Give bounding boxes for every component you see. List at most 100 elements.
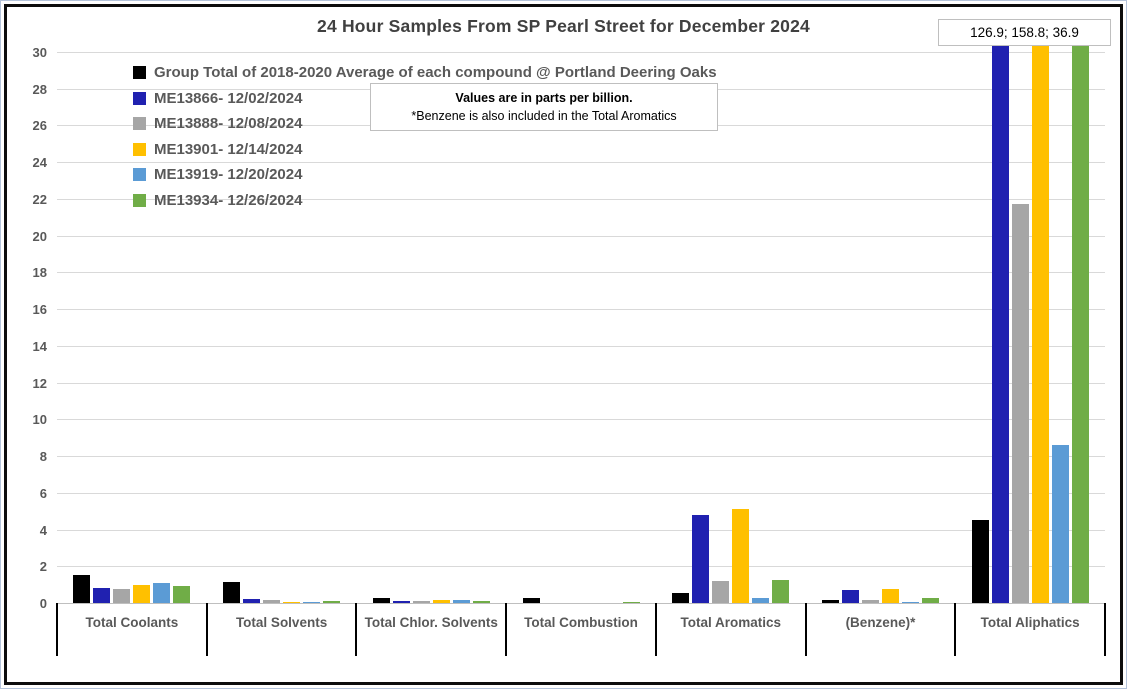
category-group: Total Aliphatics	[955, 46, 1105, 630]
note-units-text: Values are in parts per billion.	[455, 91, 633, 105]
bar	[991, 46, 1009, 603]
bar	[622, 601, 640, 603]
gridline-y4	[57, 529, 1105, 531]
bar	[522, 598, 540, 603]
bar-cluster	[356, 52, 506, 603]
legend-item: ME13901- 12/14/2024	[133, 137, 717, 163]
category-group: Total Combustion	[506, 52, 656, 630]
legend-item: Group Total of 2018-2020 Average of each…	[133, 60, 717, 86]
category-group: Total Aromatics	[656, 52, 806, 630]
category-group: Total Coolants	[57, 52, 207, 630]
legend-swatch	[133, 66, 146, 80]
category-separator-tick	[654, 603, 657, 656]
category-group: Total Chlor. Solvents	[356, 52, 506, 630]
bar	[821, 600, 839, 603]
gridline-y20	[57, 235, 1105, 237]
bar	[472, 601, 490, 603]
category-label: Total Coolants	[85, 615, 179, 630]
y-axis-tick-label: 30	[32, 45, 47, 60]
bar	[1051, 445, 1069, 603]
bar	[223, 581, 241, 603]
gridline-y10	[57, 419, 1105, 421]
legend: Group Total of 2018-2020 Average of each…	[133, 60, 717, 213]
bar	[732, 509, 750, 603]
category-label: (Benzene)*	[845, 615, 916, 630]
legend-swatch	[133, 117, 146, 131]
bar	[772, 580, 790, 603]
gridline-y2	[57, 566, 1105, 568]
gridline-y30	[57, 52, 1105, 53]
y-axis-tick-label: 22	[32, 191, 47, 207]
legend-label: ME13934- 12/26/2024	[154, 191, 303, 209]
category-separator-tick	[954, 603, 957, 656]
category-label: Total Chlor. Solvents	[364, 615, 498, 630]
y-axis-tick-label: 12	[32, 375, 47, 391]
bar	[1071, 46, 1089, 603]
gridline-y22	[57, 198, 1105, 200]
bar	[412, 601, 430, 603]
legend-swatch	[133, 91, 146, 105]
bar	[432, 599, 450, 603]
bar-cluster	[506, 52, 656, 603]
y-axis-tick-label: 0	[39, 596, 47, 611]
y-axis-tick-label: 24	[32, 155, 47, 171]
bar	[283, 601, 301, 603]
chart-title: 24 Hour Samples From SP Pearl Street for…	[317, 16, 810, 36]
bar	[452, 599, 470, 603]
bar	[901, 602, 919, 603]
bar	[692, 514, 710, 603]
bar	[881, 589, 899, 603]
bar	[73, 575, 91, 603]
category-separator-tick	[505, 603, 508, 656]
bar	[173, 585, 191, 603]
legend-label: Group Total of 2018-2020 Average of each…	[154, 64, 717, 82]
gridline-y8	[57, 456, 1105, 458]
legend-swatch	[133, 168, 146, 182]
y-axis-tick-label: 18	[32, 265, 47, 281]
bar	[1011, 204, 1029, 603]
bar	[113, 589, 131, 603]
category-label: Total Aliphatics	[980, 615, 1080, 630]
category-group: (Benzene)*	[806, 52, 956, 630]
legend-label: ME13888- 12/08/2024	[154, 115, 303, 133]
bar-cluster	[656, 52, 806, 603]
gridline-y24	[57, 162, 1105, 164]
bar	[263, 600, 281, 603]
category-group: Total Solvents	[207, 52, 357, 630]
bar	[93, 588, 111, 603]
bar	[841, 590, 859, 603]
gridline-y16	[57, 309, 1105, 311]
y-axis-tick-label: 6	[39, 485, 47, 501]
bar	[672, 592, 690, 603]
bar-cluster	[955, 46, 1105, 603]
gridline-y0	[57, 603, 1105, 604]
legend-swatch	[133, 193, 146, 207]
legend-item: ME13919- 12/20/2024	[133, 162, 717, 188]
bar	[372, 597, 390, 603]
gridline-y14	[57, 345, 1105, 347]
y-axis-tick-label: 10	[32, 412, 47, 428]
bar	[712, 581, 730, 603]
bar	[133, 584, 151, 603]
bar-cluster	[207, 52, 357, 603]
bar	[752, 597, 770, 603]
y-axis-tick-label: 14	[32, 338, 47, 354]
legend-item: ME13888- 12/08/2024	[133, 111, 717, 137]
y-axis-tick-label: 8	[39, 449, 47, 465]
y-axis-tick-label: 2	[39, 559, 47, 575]
y-axis-tick-label: 28	[32, 81, 47, 97]
legend-item: ME13934- 12/26/2024	[133, 188, 717, 214]
gridline-y18	[57, 272, 1105, 274]
gridline-y12	[57, 382, 1105, 384]
y-axis-tick-label: 20	[32, 228, 47, 244]
category-label: Total Solvents	[235, 615, 328, 630]
legend-swatch	[133, 142, 146, 156]
bar	[861, 600, 879, 603]
bar	[921, 598, 939, 603]
category-groups: Total Coolants Total Solvents Total Chlor.…	[57, 46, 1105, 630]
y-axis-tick-label: 4	[39, 522, 47, 538]
gridline-y6	[57, 492, 1105, 494]
category-separator-tick	[1104, 603, 1106, 656]
bar-cluster	[806, 52, 956, 603]
plot-area: 0 2 4 6 8 10 12 14 16 18 20 22 24 26 28 30 Total Coolant…	[33, 46, 1106, 656]
